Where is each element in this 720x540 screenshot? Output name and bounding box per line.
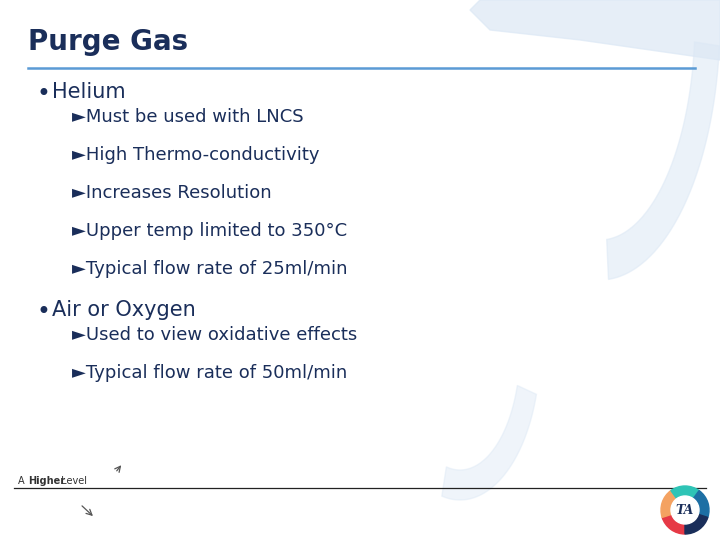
Text: Level: Level <box>58 476 87 486</box>
Text: Air or Oxygen: Air or Oxygen <box>52 300 196 320</box>
Text: ►Upper temp limited to 350°C: ►Upper temp limited to 350°C <box>72 222 347 240</box>
Text: •: • <box>36 82 50 106</box>
Text: •: • <box>36 300 50 324</box>
Polygon shape <box>442 386 536 500</box>
Polygon shape <box>470 0 720 60</box>
Circle shape <box>671 496 699 524</box>
Wedge shape <box>662 514 685 534</box>
Text: Helium: Helium <box>52 82 125 102</box>
Wedge shape <box>661 490 677 517</box>
Text: ►High Thermo-conductivity: ►High Thermo-conductivity <box>72 146 320 164</box>
Text: ►Increases Resolution: ►Increases Resolution <box>72 184 271 202</box>
Wedge shape <box>693 490 709 517</box>
Text: TA: TA <box>676 503 694 516</box>
Text: ►Typical flow rate of 50ml/min: ►Typical flow rate of 50ml/min <box>72 364 347 382</box>
Text: ►Typical flow rate of 25ml/min: ►Typical flow rate of 25ml/min <box>72 260 348 278</box>
Text: ►Used to view oxidative effects: ►Used to view oxidative effects <box>72 326 357 344</box>
Text: A: A <box>18 476 28 486</box>
Wedge shape <box>671 486 699 498</box>
Text: ►Must be used with LNCS: ►Must be used with LNCS <box>72 108 304 126</box>
Text: Purge Gas: Purge Gas <box>28 28 188 56</box>
Wedge shape <box>685 514 708 534</box>
Text: Higher: Higher <box>28 476 65 486</box>
Polygon shape <box>607 42 719 279</box>
